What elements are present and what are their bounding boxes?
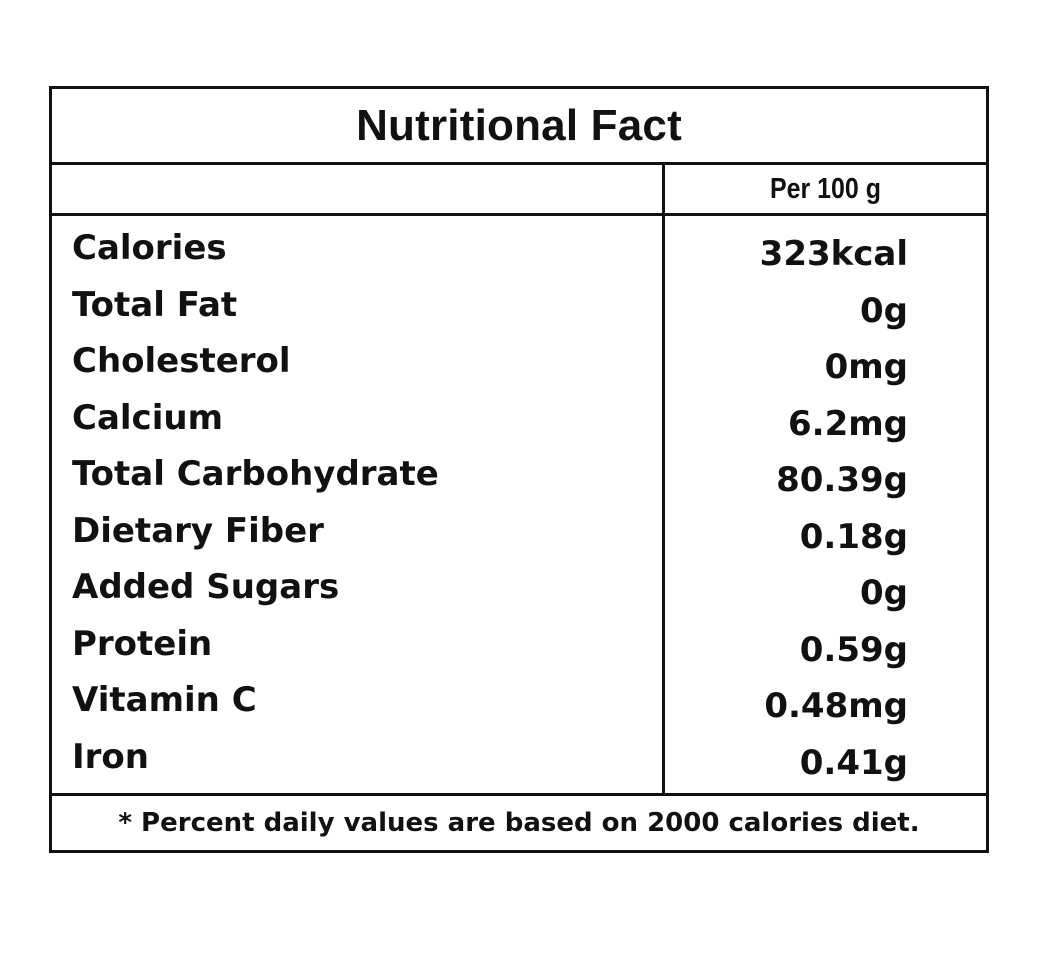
column-divider — [662, 216, 665, 793]
nutrient-name: Protein — [72, 624, 213, 664]
per-serving-header: Per 100 g — [770, 172, 881, 205]
serving-header-row: Per 100 g — [52, 165, 986, 216]
nutrient-name: Dietary Fiber — [72, 511, 324, 551]
nutrient-name: Total Carbohydrate — [72, 454, 439, 494]
nutrient-value: 0mg — [824, 347, 908, 387]
nutrient-name: Total Fat — [72, 285, 238, 325]
nutrient-row: Dietary Fiber 0.18g — [52, 511, 986, 567]
header-blank-cell — [52, 165, 665, 213]
nutrient-name: Iron — [72, 737, 149, 777]
nutrient-name: Cholesterol — [72, 341, 291, 381]
nutrient-value: 80.39g — [776, 460, 908, 500]
nutrient-value: 0.48mg — [764, 686, 908, 726]
nutrient-value: 0.18g — [799, 517, 908, 557]
panel-title: Nutritional Fact — [52, 89, 986, 165]
nutrient-row: Added Sugars 0g — [52, 567, 986, 623]
nutrient-name: Added Sugars — [72, 567, 340, 607]
nutrient-value: 0g — [860, 291, 908, 331]
nutrient-row: Protein 0.59g — [52, 624, 986, 680]
nutrient-row: Calories 323kcal — [52, 228, 986, 284]
nutrient-value: 6.2mg — [788, 404, 908, 444]
nutrient-table: Calories 323kcal Total Fat 0g Cholestero… — [52, 216, 986, 796]
nutrient-value: 323kcal — [759, 234, 908, 274]
nutrient-row: Iron 0.41g — [52, 737, 986, 793]
nutrition-facts-panel: Nutritional Fact Per 100 g Calories 323k… — [49, 86, 989, 853]
nutrient-row: Total Carbohydrate 80.39g — [52, 454, 986, 510]
nutrient-row: Vitamin C 0.48mg — [52, 680, 986, 736]
nutrient-value: 0.59g — [799, 630, 908, 670]
nutrient-row: Total Fat 0g — [52, 285, 986, 341]
nutrient-value: 0.41g — [799, 743, 908, 783]
daily-value-footnote: * Percent daily values are based on 2000… — [118, 808, 920, 838]
nutrient-name: Calories — [72, 228, 227, 268]
nutrient-row: Calcium 6.2mg — [52, 398, 986, 454]
nutrient-row: Cholesterol 0mg — [52, 341, 986, 397]
nutrient-name: Vitamin C — [72, 680, 257, 720]
nutrient-value: 0g — [860, 573, 908, 613]
nutrient-name: Calcium — [72, 398, 223, 438]
